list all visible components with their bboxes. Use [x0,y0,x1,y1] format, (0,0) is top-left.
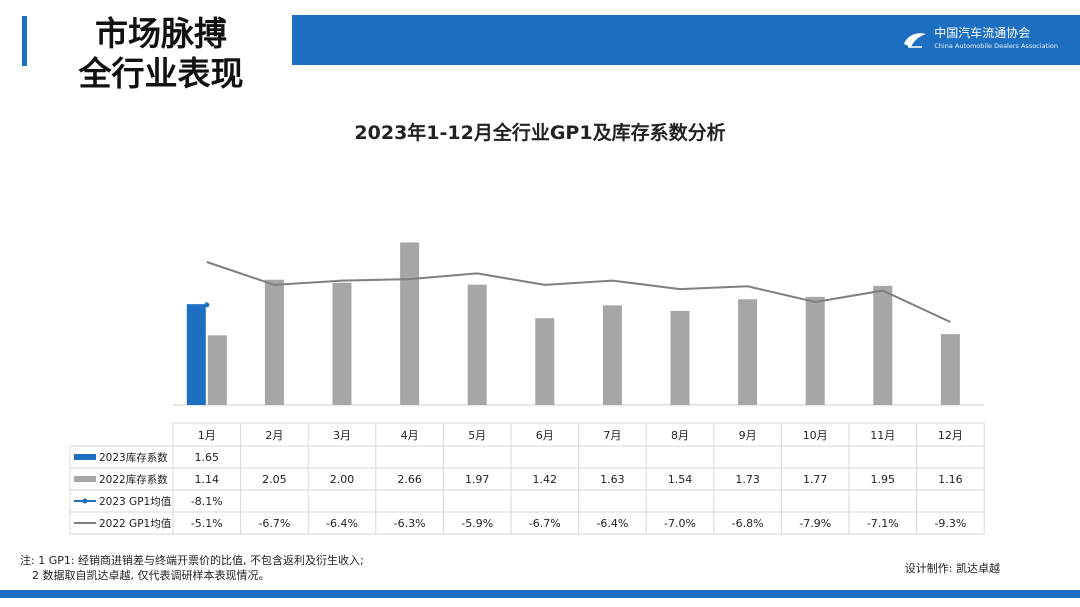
data-label-2-1: 1.14 [195,473,220,486]
category-label-1: 1月 [198,429,216,442]
category-label-5: 5月 [468,429,486,442]
data-label-4-9: -6.8% [732,517,764,530]
line-2022-gp1 [206,261,951,323]
point-2023-gp1-1 [204,302,210,308]
data-label-4-12: -9.3% [934,517,966,530]
data-label-2-12: 1.16 [938,473,963,486]
bar-2022-4 [400,242,420,405]
data-label-4-10: -7.9% [799,517,831,530]
data-label-4-2: -6.7% [258,517,290,530]
data-label-3-1: -8.1% [191,495,223,508]
data-label-4-1: -5.1% [191,517,223,530]
data-label-1-1: 1.65 [195,451,220,464]
header-band [292,15,1080,65]
category-label-9: 9月 [739,429,757,442]
footer-band [0,590,1080,598]
header-accent-bar [22,16,27,66]
data-label-2-10: 1.77 [803,473,828,486]
chart-title: 2023年1-12月全行业GP1及库存系数分析 [354,122,726,144]
legend-key-1 [74,454,96,460]
category-label-12: 12月 [938,429,963,442]
data-label-2-9: 1.73 [735,473,760,486]
header-logo: 中国汽车流通协会 China Automobile Dealers Associ… [902,27,1058,53]
cada-logo-icon [904,33,927,48]
data-label-4-11: -7.1% [867,517,899,530]
category-label-7: 7月 [603,429,621,442]
page-title-line1: 市场脉搏 [95,14,227,53]
footer-note-line2: 2 数据取自凯达卓越, 仅代表调研样本表现情况。 [32,569,270,582]
data-label-2-6: 1.42 [533,473,558,486]
footer-note-line1: 注: 1 GP1: 经销商进销差与终端开票价的比值, 不包含返利及衍生收入; [20,554,364,567]
logo-en-text: China Automobile Dealers Association [934,42,1058,50]
page-title: 市场脉搏 全行业表现 [36,14,286,94]
legend-key-marker-3 [82,498,88,504]
data-label-4-8: -7.0% [664,517,696,530]
bar-2022-11 [873,285,893,405]
data-label-4-4: -6.3% [394,517,426,530]
data-label-4-5: -5.9% [461,517,493,530]
bar-2022-1 [207,335,227,405]
data-label-2-5: 1.97 [465,473,490,486]
data-label-2-8: 1.54 [668,473,693,486]
bar-2022-3 [332,282,352,405]
category-label-4: 4月 [401,429,419,442]
legend-label-4: 2022 GP1均值 [99,517,172,530]
legend-label-3: 2023 GP1均值 [99,495,172,508]
bar-2022-10 [805,296,825,405]
footer-credit: 设计制作: 凯达卓越 [904,562,1000,575]
category-label-6: 6月 [536,429,554,442]
legend-label-2: 2022库存系数 [99,473,168,486]
data-label-4-6: -6.7% [529,517,561,530]
data-label-4-3: -6.4% [326,517,358,530]
legend-key-2 [74,476,96,482]
data-label-4-7: -6.4% [596,517,628,530]
category-label-10: 10月 [803,429,828,442]
category-label-8: 8月 [671,429,689,442]
data-label-2-2: 2.05 [262,473,287,486]
bar-2022-5 [467,284,487,405]
bar-2022-12 [940,334,960,405]
bar-2022-6 [535,318,555,405]
category-label-2: 2月 [265,429,283,442]
bar-2022-7 [602,305,622,405]
category-label-11: 11月 [870,429,895,442]
bar-2022-2 [264,279,284,405]
logo-cn-text: 中国汽车流通协会 [934,26,1031,40]
legend-label-1: 2023库存系数 [99,451,168,464]
bar-2023-1 [186,304,206,405]
data-label-2-7: 1.63 [600,473,625,486]
bar-2022-9 [738,299,758,405]
category-label-3: 3月 [333,429,351,442]
data-label-2-11: 1.95 [871,473,896,486]
page-title-line2: 全行业表现 [78,54,244,93]
footer-note: 注: 1 GP1: 经销商进销差与终端开票价的比值, 不包含返利及衍生收入; 2… [20,553,364,583]
data-label-2-3: 2.00 [330,473,355,486]
data-label-2-4: 2.66 [397,473,422,486]
bar-2022-8 [670,310,690,405]
